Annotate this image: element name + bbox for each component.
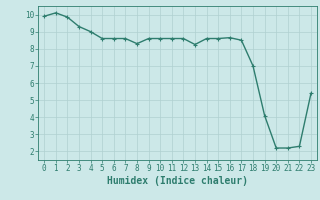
X-axis label: Humidex (Indice chaleur): Humidex (Indice chaleur) (107, 176, 248, 186)
